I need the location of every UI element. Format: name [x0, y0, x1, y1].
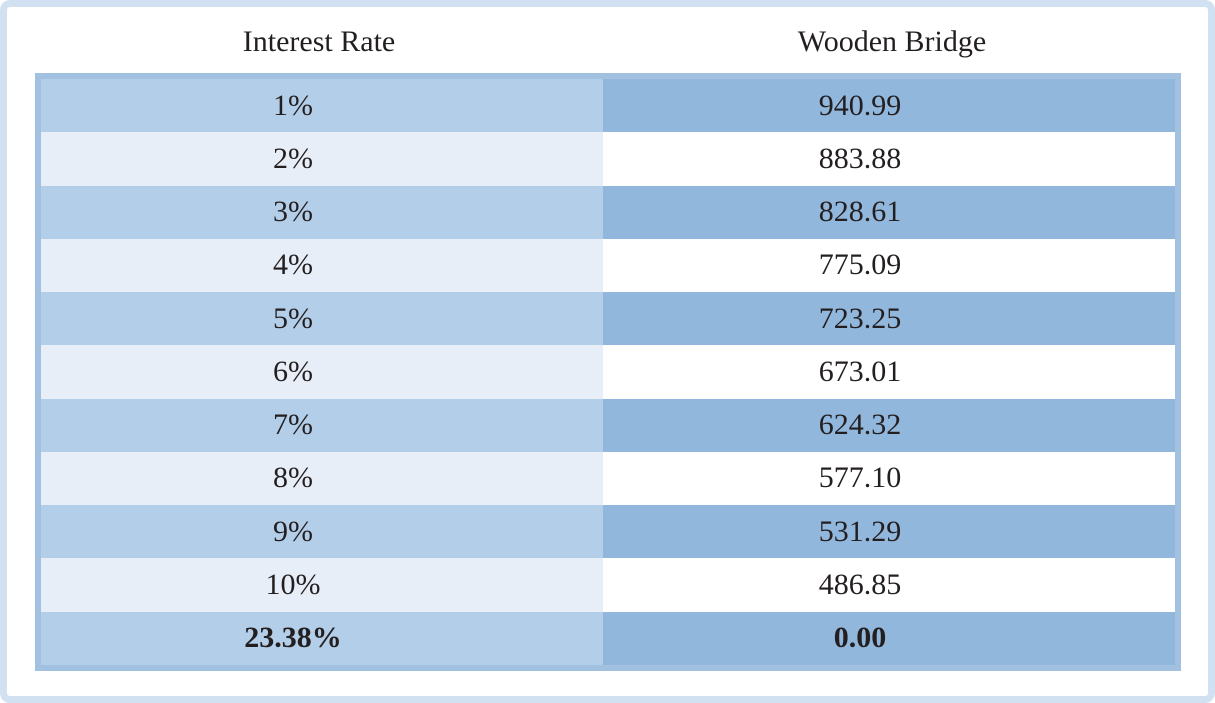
column-header-wooden-bridge: Wooden Bridge — [797, 25, 987, 58]
rate-table-body: 1% 940.99 2% 883.88 3% 828.61 4% 775.09 … — [41, 79, 1175, 665]
interest-rate-cell: 5% — [41, 292, 603, 346]
interest-rate-cell: 2% — [41, 132, 603, 186]
table-header-row: Interest Rate Wooden Bridge — [35, 7, 1181, 73]
table-row: 1% 940.99 — [41, 79, 1175, 133]
table-row: 2% 883.88 — [41, 132, 1175, 186]
table-row: 10% 486.85 — [41, 558, 1175, 612]
interest-rate-cell: 8% — [41, 451, 603, 506]
interest-rate-cell: 9% — [41, 505, 603, 559]
bridge-value-cell: 828.61 — [603, 185, 1175, 239]
table-row: 23.38% 0.00 — [41, 611, 1175, 665]
bridge-value-cell: 940.99 — [603, 79, 1175, 133]
interest-rate-cell: 6% — [41, 345, 603, 399]
table-row: 3% 828.61 — [41, 185, 1175, 239]
bridge-value-cell: 577.10 — [603, 451, 1175, 506]
interest-rate-cell: 23.38% — [41, 611, 603, 665]
bridge-value-cell: 673.01 — [603, 345, 1175, 399]
interest-rate-cell: 10% — [41, 558, 603, 612]
bridge-value-cell: 775.09 — [603, 238, 1175, 293]
interest-rate-cell: 1% — [41, 79, 603, 133]
bridge-value-cell: 486.85 — [603, 558, 1175, 612]
bridge-value-cell: 624.32 — [603, 398, 1175, 452]
bridge-value-cell: 0.00 — [603, 611, 1175, 665]
interest-rate-cell: 7% — [41, 398, 603, 452]
table-row: 4% 775.09 — [41, 238, 1175, 293]
bridge-value-cell: 883.88 — [603, 132, 1175, 186]
table-row: 7% 624.32 — [41, 398, 1175, 452]
bridge-value-cell: 531.29 — [603, 505, 1175, 559]
table-row: 6% 673.01 — [41, 345, 1175, 399]
interest-rate-cell: 4% — [41, 238, 603, 293]
table-row: 9% 531.29 — [41, 505, 1175, 559]
table-row: 5% 723.25 — [41, 292, 1175, 346]
column-header-interest-rate: Interest Rate — [242, 25, 396, 58]
interest-rate-table: 1% 940.99 2% 883.88 3% 828.61 4% 775.09 … — [35, 73, 1181, 671]
interest-rate-cell: 3% — [41, 185, 603, 239]
bridge-value-cell: 723.25 — [603, 292, 1175, 346]
table-row: 8% 577.10 — [41, 451, 1175, 506]
